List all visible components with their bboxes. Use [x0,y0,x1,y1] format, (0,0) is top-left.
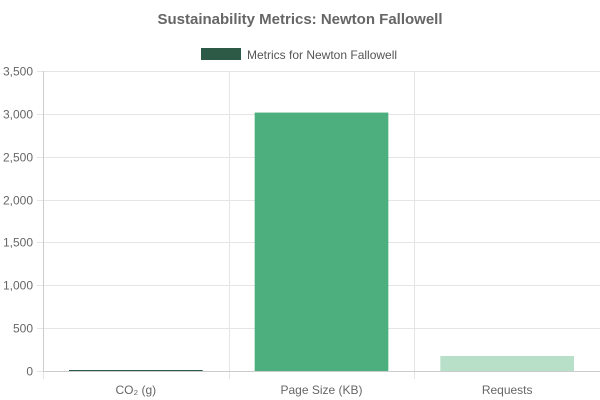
legend[interactable]: Metrics for Newton Fallowell [201,48,397,62]
x-tick-label: Page Size (KB) [280,383,362,397]
y-tick-label: 2,000 [3,194,33,208]
y-axis: 0 500 1,000 1,500 2,000 2,500 3,000 3,500 [3,65,44,379]
y-tick-label: 500 [13,322,33,336]
y-tick-label: 0 [26,365,33,379]
x-axis: CO₂ (g) Page Size (KB) Requests [43,371,600,397]
legend-swatch [201,48,241,60]
bar[interactable] [440,356,575,371]
bar[interactable] [68,370,203,371]
bar[interactable] [254,112,389,372]
legend-label: Metrics for Newton Fallowell [247,48,397,62]
y-tick-label: 3,500 [3,65,33,79]
x-tick-label: CO₂ (g) [115,383,156,397]
y-tick-label: 2,500 [3,151,33,165]
y-tick-label: 1,000 [3,279,33,293]
x-tick-label: Requests [482,383,533,397]
chart-title: Sustainability Metrics: Newton Fallowell [157,11,442,28]
y-tick-label: 3,000 [3,108,33,122]
y-tick-label: 1,500 [3,236,33,250]
bars [68,112,575,372]
